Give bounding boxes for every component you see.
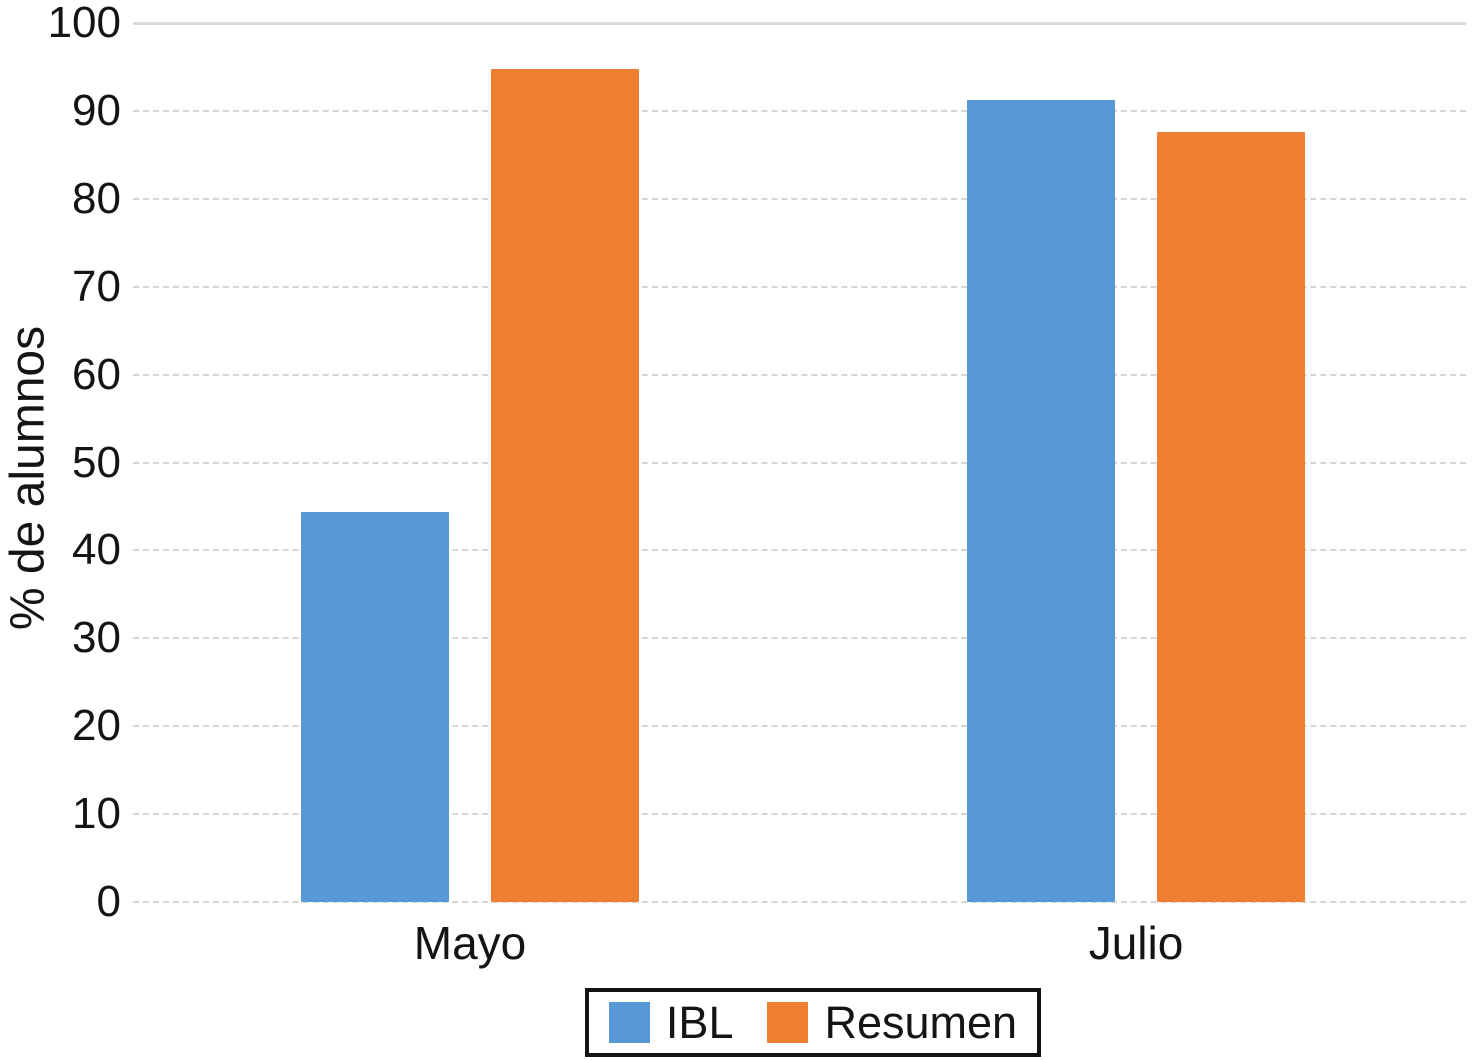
gridline-y-70 [133,285,1466,288]
gridline-y-100 [133,22,1466,25]
legend-item-ibl: IBL [608,997,734,1048]
y-tick-label-30: 30 [72,613,121,663]
gridline-y-50 [133,461,1466,464]
bar-ibl-julio [967,100,1115,902]
x-tick-label-mayo: Mayo [413,917,527,969]
gridline-y-0 [133,901,1466,903]
y-tick-label-20: 20 [72,701,121,751]
y-tick-label-70: 70 [72,261,121,311]
legend-item-resumen: Resumen [767,1000,1017,1045]
y-tick-label-80: 80 [72,173,121,223]
x-tick-label-julio: Julio [1088,917,1184,969]
bar-resumen-julio [1157,131,1305,902]
legend-swatch-resumen [767,1002,809,1043]
bar-ibl-mayo [301,511,449,902]
legend-label-ibl: IBL [665,997,734,1048]
gridline-y-60 [133,373,1466,376]
gridline-y-90 [133,109,1466,112]
legend-label-resumen: Resumen [824,997,1018,1048]
bar-resumen-mayo [491,68,639,902]
gridline-y-30 [133,637,1466,640]
y-tick-label-10: 10 [72,789,121,839]
y-tick-label-50: 50 [72,437,121,487]
y-tick-label-0: 0 [96,877,121,926]
y-tick-label-90: 90 [72,85,121,135]
gridline-y-10 [133,813,1466,816]
legend-swatch-ibl [608,1002,650,1043]
gridline-y-40 [133,549,1466,552]
y-tick-label-100: 100 [47,0,121,47]
y-tick-label-40: 40 [72,525,121,575]
gridline-y-20 [133,725,1466,728]
y-tick-label-60: 60 [72,349,121,399]
legend: IBL Resumen [585,988,1041,1057]
gridline-y-80 [133,197,1466,200]
